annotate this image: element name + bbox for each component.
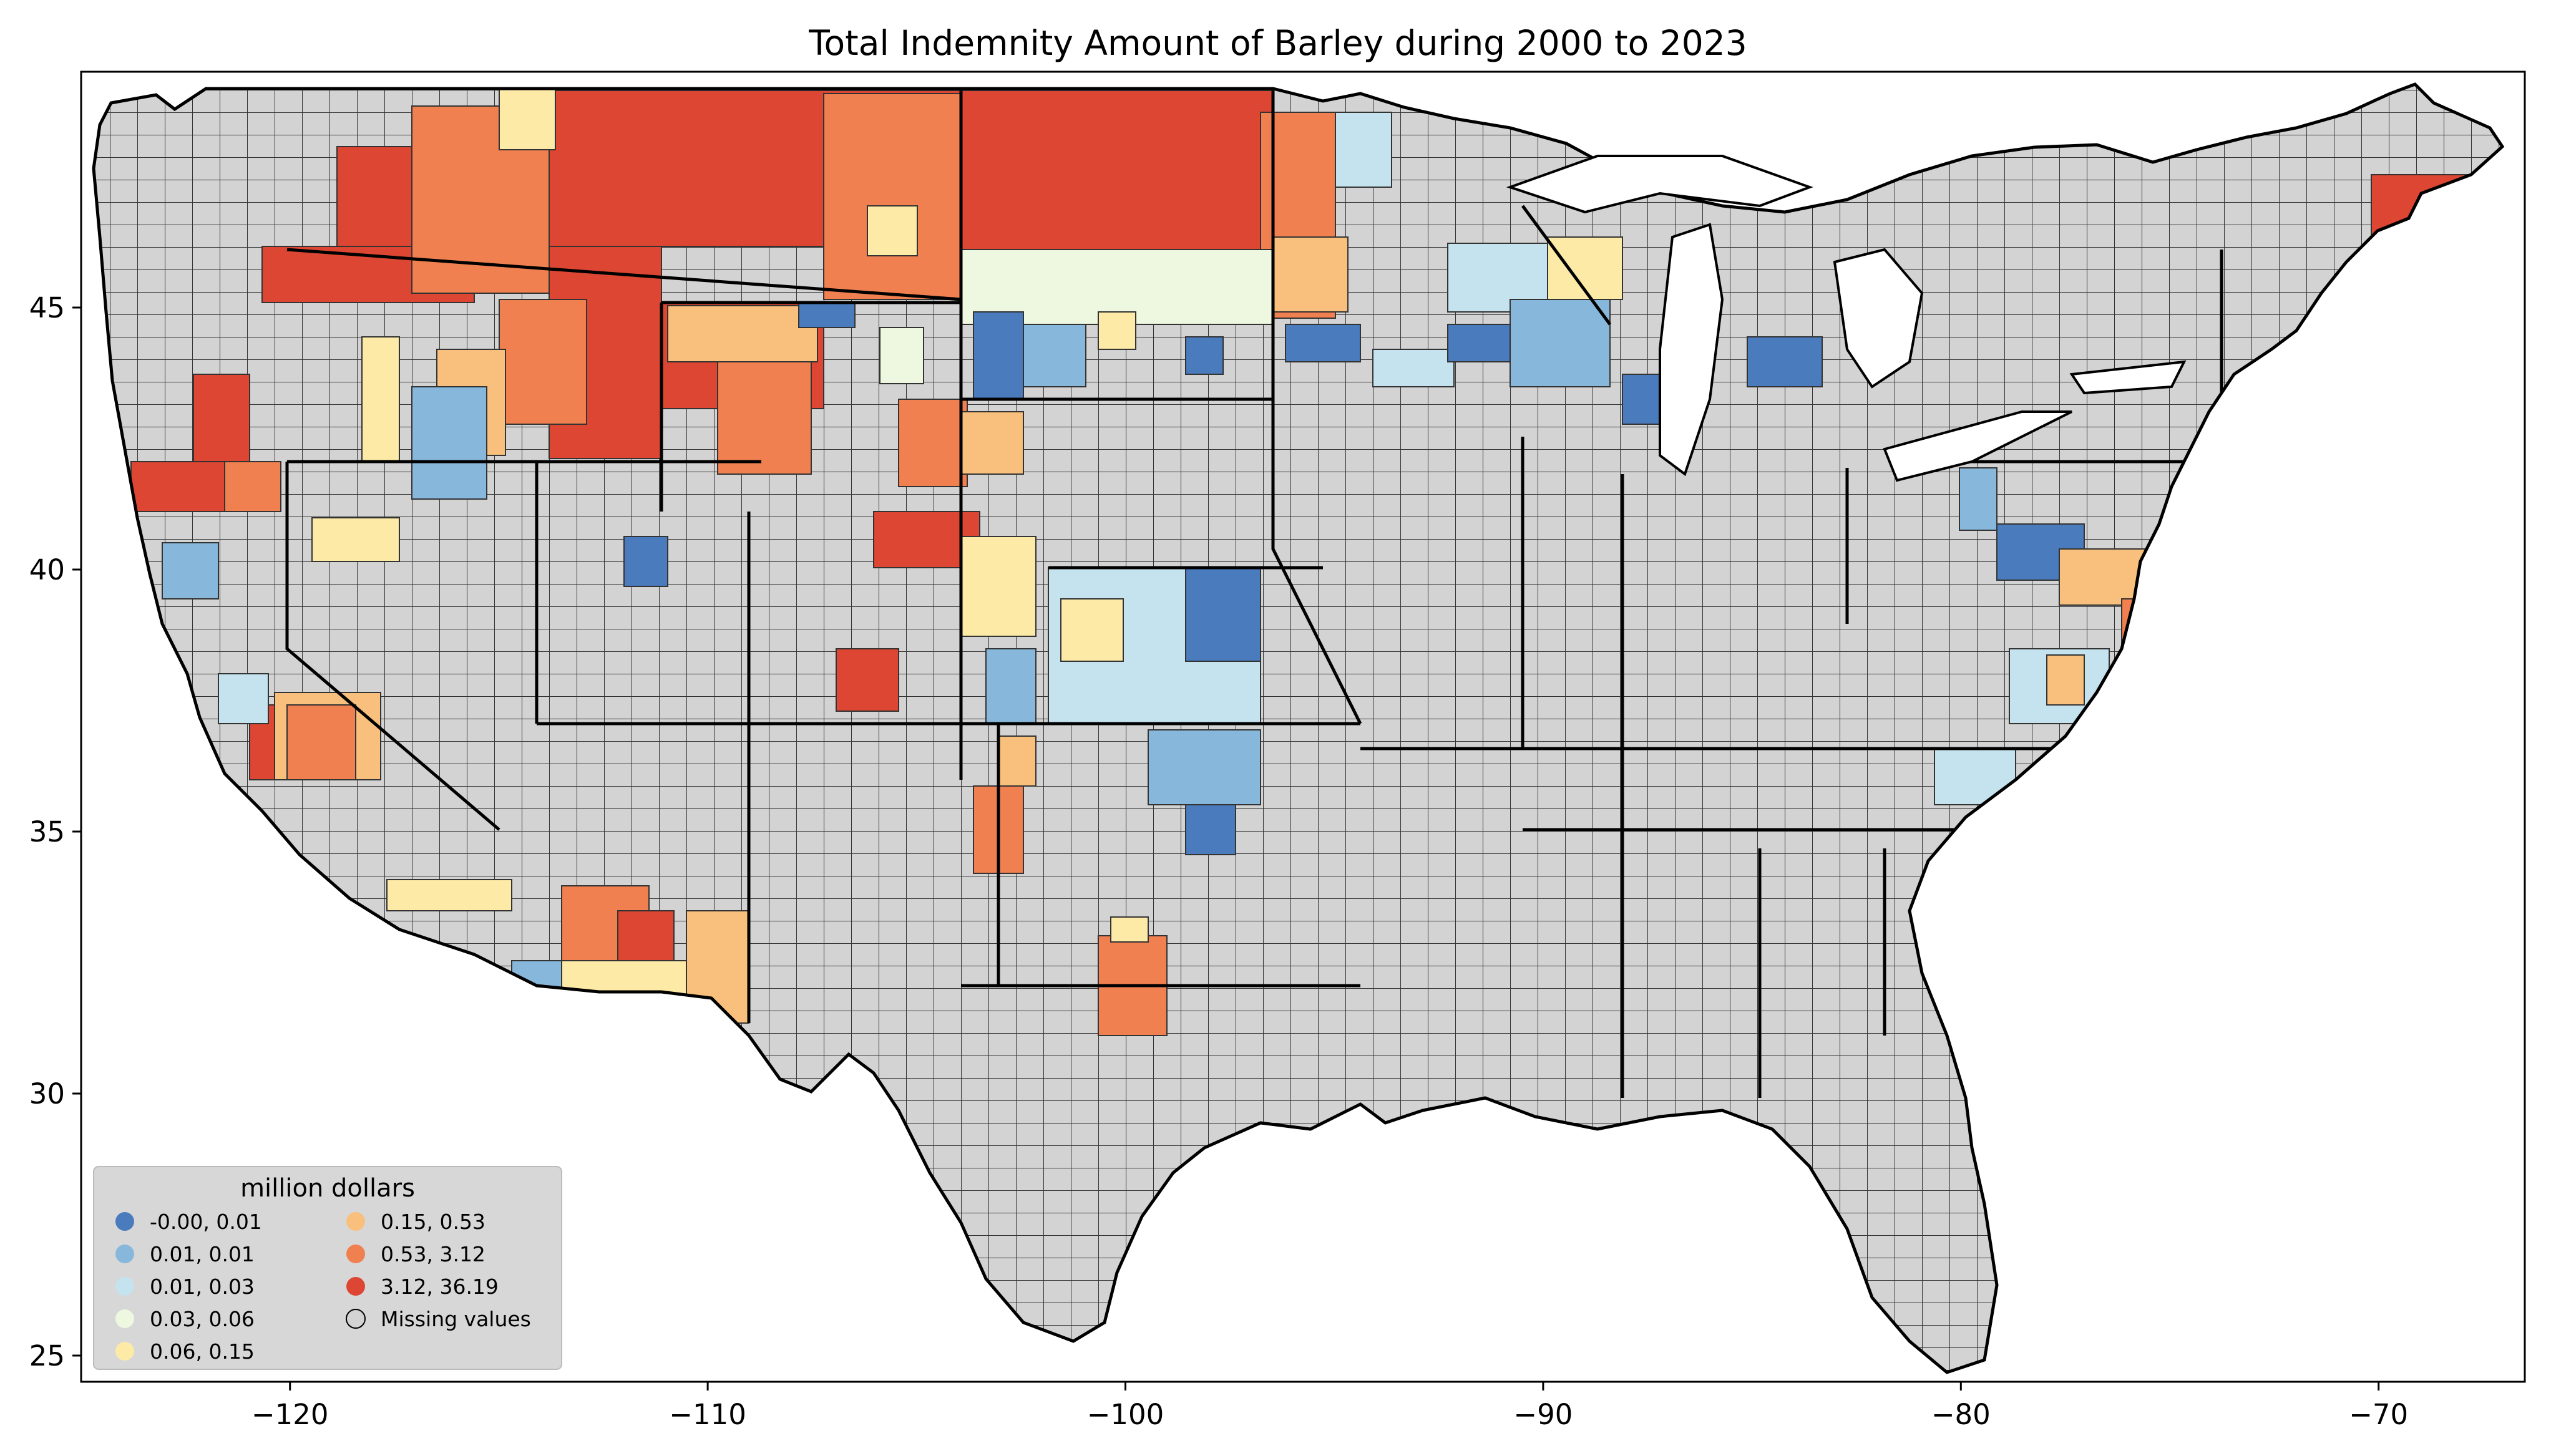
legend-label: 0.03, 0.06 (150, 1307, 255, 1331)
legend-marker (115, 1309, 134, 1328)
county-cluster (1148, 729, 1261, 805)
legend-label: -0.00, 0.01 (150, 1210, 262, 1234)
x-tick-label: −100 (1087, 1398, 1164, 1431)
county-cluster (823, 93, 962, 300)
legend-marker (115, 1212, 134, 1231)
legend-marker (346, 1245, 365, 1263)
y-tick-label: 35 (29, 815, 65, 848)
x-axis: −120 −110 −100 −90 −80 −70 (251, 1382, 2408, 1431)
county-cluster (973, 311, 1024, 400)
lake-michigan (1659, 223, 1724, 477)
legend-marker (115, 1277, 134, 1296)
x-tick-label: −120 (251, 1398, 329, 1431)
legend-box (93, 1166, 562, 1370)
county-cluster (1272, 236, 1349, 313)
us-outline (92, 82, 2505, 1374)
county-cluster (2059, 548, 2147, 606)
county-cluster (1060, 598, 1124, 662)
legend-marker (346, 1212, 365, 1231)
y-tick-label: 30 (29, 1077, 65, 1110)
lake-ontario (2069, 360, 2187, 395)
county-cluster (1959, 467, 1997, 531)
county-cluster (1185, 567, 1261, 662)
y-tick-label: 40 (29, 553, 65, 586)
county-cluster (1098, 311, 1136, 350)
legend-label: Missing values (381, 1307, 531, 1331)
county-cluster (1185, 336, 1224, 375)
legend-marker (346, 1277, 365, 1296)
county-cluster (960, 411, 1024, 475)
county-cluster (1747, 336, 1823, 387)
county-cluster (386, 879, 512, 911)
county-cluster (798, 302, 856, 328)
county-cluster (667, 305, 818, 362)
x-tick-label: −70 (2349, 1398, 2408, 1431)
legend-marker (115, 1245, 134, 1263)
county-cluster (985, 648, 1037, 724)
county-cluster (1510, 299, 1611, 387)
county-cluster (218, 673, 269, 724)
chart-title: Total Indemnity Amount of Barley during … (808, 23, 1747, 63)
y-tick-label: 45 (29, 291, 65, 324)
legend-label: 0.06, 0.15 (150, 1339, 255, 1364)
great-lakes (1506, 155, 2187, 482)
legend-items: -0.00, 0.01 0.01, 0.01 0.01, 0.03 0.03, … (115, 1210, 531, 1364)
county-cluster (879, 327, 924, 384)
county-cluster (1185, 804, 1236, 855)
legend-marker (346, 1309, 366, 1329)
county-cluster (2046, 654, 2085, 706)
county-cluster (361, 336, 400, 462)
x-tick-label: −110 (669, 1398, 746, 1431)
county-cluster (336, 146, 412, 247)
lake-erie (1883, 410, 2072, 482)
county-cluster (1023, 324, 1086, 387)
county-cluster (224, 461, 281, 512)
county-cluster (1110, 916, 1149, 943)
legend-label: 3.12, 36.19 (381, 1274, 499, 1299)
county-cluster (499, 299, 587, 425)
county-cluster (411, 386, 487, 500)
legend-label: 0.15, 0.53 (381, 1210, 485, 1234)
county-cluster (867, 205, 918, 256)
x-tick-label: −90 (1513, 1398, 1573, 1431)
county-cluster (311, 517, 400, 562)
legend: million dollars -0.00, 0.01 0.01, 0.01 0… (93, 1166, 562, 1370)
county-cluster (1335, 112, 1392, 188)
x-tick-label: −80 (1931, 1398, 1991, 1431)
county-cluster (898, 399, 968, 487)
county-cluster (717, 361, 812, 475)
legend-label: 0.53, 3.12 (381, 1242, 485, 1266)
county-cluster (623, 536, 668, 587)
legend-title: million dollars (240, 1174, 415, 1203)
county-cluster (1285, 324, 1361, 362)
y-tick-label: 25 (29, 1339, 65, 1372)
county-cluster (998, 735, 1037, 787)
county-cluster (162, 542, 219, 599)
lake-superior (1506, 155, 1813, 214)
legend-marker (115, 1342, 134, 1361)
state-boundaries (285, 90, 2246, 1098)
county-cluster (836, 648, 899, 712)
county-cluster (960, 90, 1274, 253)
legend-label: 0.01, 0.03 (150, 1274, 255, 1299)
county-cluster (1372, 349, 1455, 387)
county-cluster (286, 704, 356, 780)
colored-counties (130, 87, 2484, 1036)
legend-label: 0.01, 0.01 (150, 1242, 255, 1266)
lake-huron (1833, 248, 1924, 389)
county-cluster (193, 374, 250, 462)
county-cluster (499, 87, 556, 150)
y-axis: 25 30 35 40 45 (29, 291, 81, 1372)
county-cluster (617, 910, 675, 961)
county-cluster (960, 536, 1037, 637)
